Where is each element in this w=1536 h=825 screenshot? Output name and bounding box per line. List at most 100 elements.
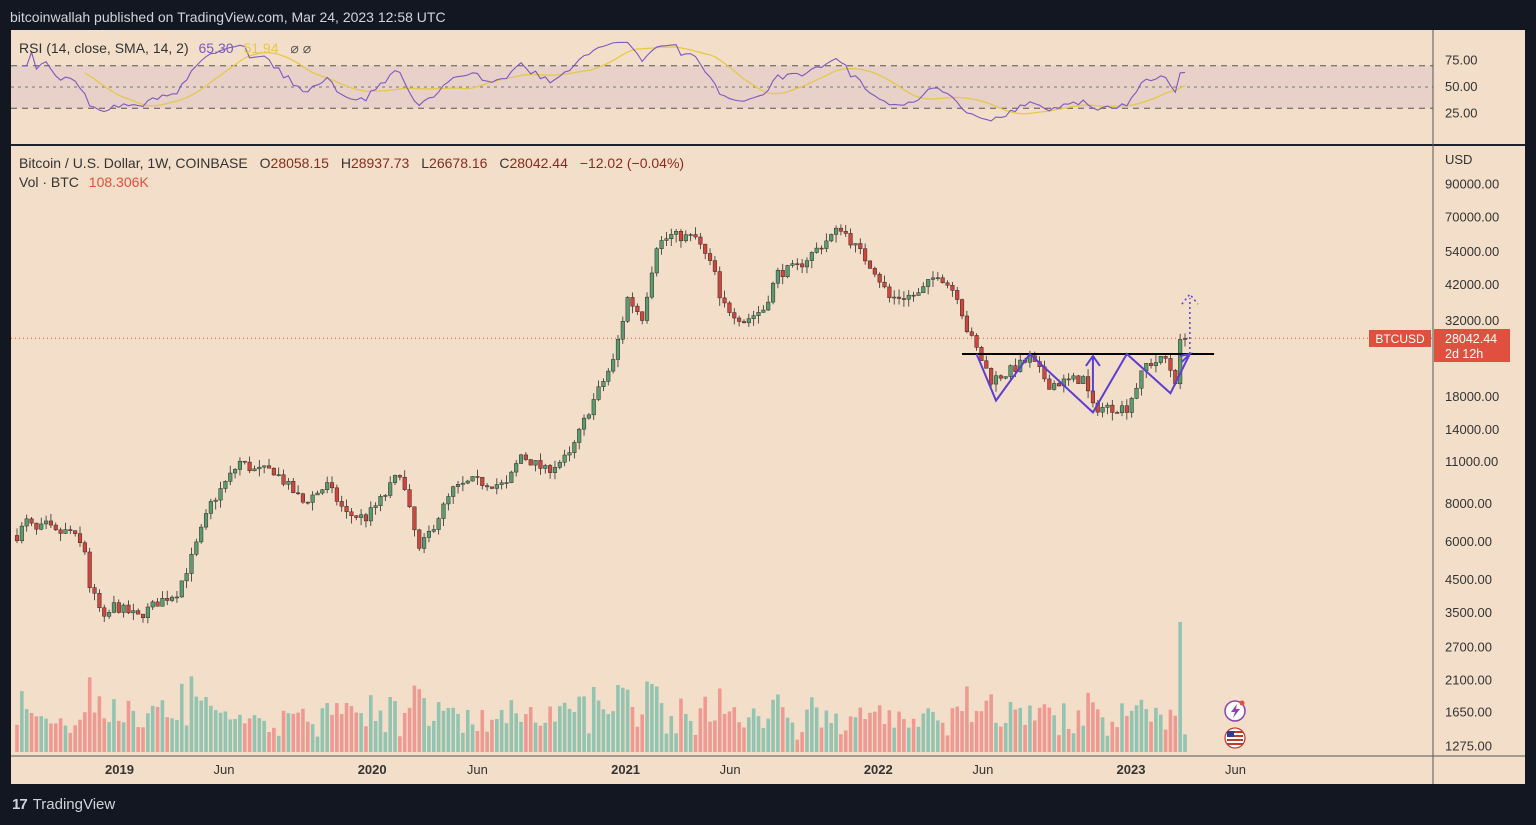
time-tick: 2023 (1117, 762, 1146, 777)
candle (121, 604, 126, 613)
candle (1003, 376, 1008, 379)
candle (392, 475, 398, 483)
candle (383, 495, 388, 497)
volume-bar (257, 718, 262, 752)
candle (349, 511, 354, 516)
candle (834, 227, 839, 235)
candle (194, 541, 199, 555)
volume-bar (601, 709, 606, 752)
volume-bar (427, 725, 431, 752)
volume-bar (485, 731, 489, 752)
volume-bar (107, 722, 111, 752)
candle (800, 263, 805, 268)
candle (446, 496, 451, 505)
volume-bar (674, 733, 678, 752)
candle (1090, 390, 1095, 404)
volume-bar (44, 718, 48, 752)
candle (606, 370, 611, 382)
last-price-tag[interactable]: BTCUSD 28042.44 2d 12h (1369, 329, 1510, 362)
candle (305, 501, 310, 504)
candle (538, 460, 543, 469)
candle (581, 417, 587, 430)
brand-name: TradingView (32, 796, 116, 813)
volume-bar (940, 722, 945, 752)
tag-countdown: 2d 12h (1445, 347, 1483, 361)
volume-bar (877, 705, 882, 752)
volume-bar (335, 703, 339, 752)
candle (126, 604, 131, 614)
candle (48, 520, 53, 526)
volume-bar (223, 711, 228, 752)
volume-bar (887, 710, 892, 752)
volume-bar (126, 700, 131, 752)
volume-bar (417, 689, 422, 752)
candle (174, 596, 179, 599)
volume-bar (218, 712, 223, 752)
candle (34, 522, 39, 530)
candle (548, 465, 553, 473)
candle (368, 507, 373, 522)
candle (897, 296, 902, 299)
volume-bar (1062, 703, 1066, 752)
candle (1182, 338, 1188, 340)
volume-bar (267, 732, 271, 752)
candle (92, 587, 97, 594)
volume-bar (625, 689, 630, 752)
candle (557, 461, 562, 468)
candle (431, 529, 436, 532)
volume-bar (97, 696, 102, 752)
candle (1153, 362, 1158, 366)
volume-bar (499, 709, 504, 752)
volume-bar (1168, 709, 1173, 752)
volume-bar (659, 703, 664, 752)
candle (1047, 378, 1052, 390)
volume-bar (553, 721, 557, 752)
volume-bar (916, 726, 921, 752)
candle (572, 442, 577, 453)
volume-bar (819, 727, 824, 752)
candle (989, 368, 994, 385)
price-tick: 4500.00 (1445, 572, 1492, 587)
volume-bar (751, 708, 756, 752)
candle (1105, 404, 1110, 408)
rsi-sma-line (84, 46, 1186, 115)
candle (179, 580, 184, 598)
chart-canvas[interactable]: RSI (14, close, SMA, 14, 2) 65.30 51.94 … (11, 30, 1525, 784)
volume-bar (146, 713, 150, 752)
volume-bar (635, 726, 640, 752)
volume-bar (1158, 714, 1163, 752)
volume-bar (824, 710, 829, 752)
candle (19, 525, 24, 542)
volume-bar (737, 722, 741, 752)
chart-area[interactable]: RSI (14, close, SMA, 14, 2) 65.30 51.94 … (11, 30, 1525, 784)
candle (111, 602, 116, 613)
volume-bar (330, 714, 334, 752)
candle (73, 530, 78, 534)
volume-bar (398, 736, 402, 752)
us-flag-icon[interactable] (1224, 727, 1246, 749)
candle (131, 610, 136, 614)
volume-bar (1110, 721, 1115, 752)
candle (228, 472, 233, 482)
candle (155, 601, 160, 607)
candle (926, 279, 931, 287)
candle (359, 514, 364, 518)
volume-bar (839, 734, 843, 752)
candle (586, 414, 591, 419)
volume-bar (780, 707, 785, 752)
time-tick: Jun (720, 762, 741, 777)
lightning-icon[interactable] (1224, 700, 1246, 722)
candle (271, 467, 276, 476)
candle (872, 268, 877, 275)
candle (625, 297, 630, 322)
volume-bar (979, 711, 984, 752)
volume-bar (790, 722, 795, 752)
price-tick: 2100.00 (1445, 672, 1492, 687)
volume-bar (87, 677, 92, 752)
volume-bar (514, 713, 518, 752)
volume-bar (688, 720, 693, 752)
volume-bar (577, 696, 581, 752)
volume-bar (747, 717, 751, 752)
candle (451, 486, 456, 497)
volume-bar (630, 707, 635, 752)
